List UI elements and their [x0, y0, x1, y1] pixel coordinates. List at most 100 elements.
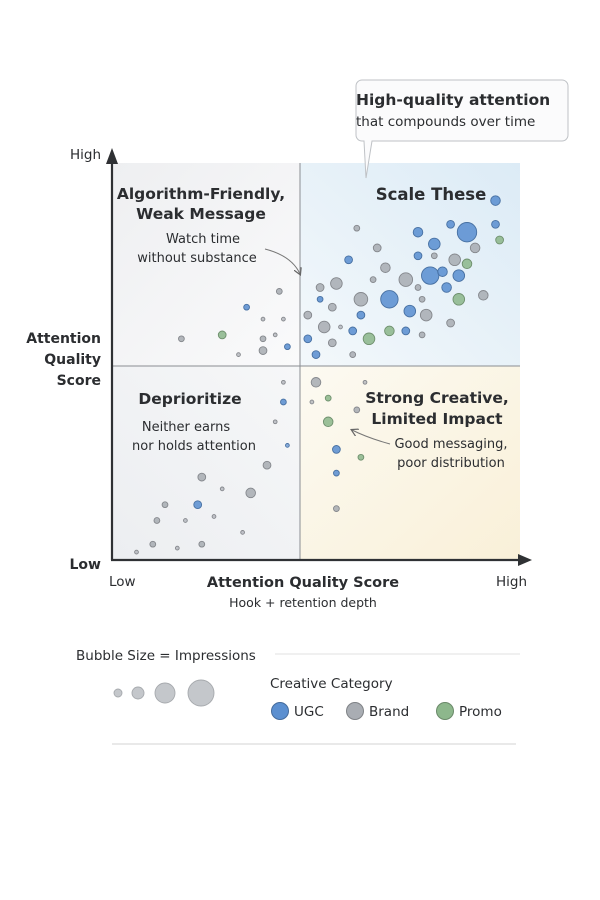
- bubble-brand: [272, 332, 278, 338]
- bubble-brand: [327, 338, 337, 348]
- legend-label-ugc: UGC: [294, 704, 324, 720]
- bubble-ugc: [401, 326, 411, 336]
- legend-size-title: Bubble Size = Impressions: [76, 648, 256, 664]
- bubble-promo: [495, 235, 504, 245]
- legend-swatch-promo: [436, 702, 454, 720]
- y-axis-arrowhead: [106, 148, 118, 164]
- bubble-ugc: [491, 219, 500, 229]
- bubble-brand: [281, 316, 286, 322]
- legend: Bubble Size = Impressions Creative Categ…: [76, 648, 520, 745]
- bubble-brand: [369, 276, 377, 283]
- bubble-brand: [353, 406, 361, 414]
- bubble-ugc: [344, 255, 353, 265]
- bubble-brand: [317, 320, 331, 334]
- bubble-brand: [272, 419, 278, 425]
- bubble-promo: [324, 394, 332, 402]
- bubble-brand: [183, 518, 188, 523]
- bubble-ugc: [193, 500, 203, 510]
- bubble-ugc: [428, 237, 441, 251]
- bubble-brand: [161, 501, 169, 509]
- bubble-brand: [197, 472, 207, 482]
- quadrant-top-right-bg: [300, 163, 520, 366]
- annotation-arrow-bottom-right: [352, 430, 391, 445]
- legend-size-bubble: [154, 682, 176, 704]
- quadrant-top-left-title-1: Algorithm-Friendly,: [117, 185, 285, 203]
- bubble-brand: [303, 310, 313, 320]
- bubble-brand: [418, 295, 426, 303]
- bubble-ugc: [285, 443, 290, 448]
- quadrant-top-left-subtitle-2: without substance: [137, 251, 257, 266]
- bubble-ugc: [441, 282, 452, 293]
- y-axis-label-2: Quality: [44, 352, 101, 368]
- bubble-ugc: [380, 290, 399, 309]
- bubble-promo: [452, 293, 466, 306]
- bubble-brand: [258, 346, 268, 355]
- bubble-ugc: [452, 269, 466, 282]
- x-tick-high: High: [496, 574, 527, 590]
- quadrant-bottom-left-subtitle-2: nor holds attention: [132, 439, 256, 454]
- callout: High-quality attention that compounds ov…: [355, 79, 569, 179]
- bubble-brand: [262, 460, 272, 470]
- quadrant-bottom-left-subtitle-1: Neither earns: [142, 420, 230, 435]
- bubble-ugc: [413, 251, 423, 261]
- quadrant-bottom-left-title: Deprioritize: [138, 390, 241, 408]
- bubble-brand: [315, 283, 325, 292]
- bubble-brand: [309, 399, 315, 405]
- bubble-brand: [178, 335, 185, 343]
- bubble-ugc: [284, 343, 291, 351]
- quadrant-bottom-right-title-2: Limited Impact: [371, 410, 503, 428]
- bubble-ugc: [421, 266, 440, 285]
- legend-item-ugc: UGC: [271, 702, 324, 720]
- bubble-brand: [281, 379, 286, 385]
- quadrant-bottom-right-bg: [300, 366, 520, 560]
- bubble-brand: [260, 316, 266, 322]
- x-axis-sublabel: Hook + retention depth: [229, 595, 377, 610]
- bubble-ugc: [243, 303, 250, 311]
- bubble-brand: [149, 540, 157, 548]
- bubble-ugc: [303, 334, 313, 344]
- bubble-promo: [461, 258, 473, 270]
- quadrant-top-right-title: Scale These: [376, 185, 487, 204]
- legend-item-promo: Promo: [436, 702, 502, 720]
- legend-label-brand: Brand: [369, 704, 409, 720]
- bubble-brand: [174, 545, 180, 551]
- legend-size-bubbles: [113, 679, 215, 707]
- callout-title: High-quality attention: [356, 91, 550, 109]
- y-tick-low: Low: [70, 557, 102, 573]
- bubble-brand: [275, 288, 283, 295]
- bubble-ugc: [356, 310, 366, 320]
- quadrant-bottom-right-title-1: Strong Creative,: [365, 389, 509, 407]
- quadrant-bottom-right-subtitle-2: poor distribution: [397, 456, 505, 471]
- bubble-promo: [357, 453, 365, 461]
- y-tick-high: High: [70, 147, 101, 163]
- bubble-brand: [310, 377, 322, 388]
- bubble-ugc: [333, 469, 340, 477]
- bubble-ugc: [456, 222, 478, 243]
- legend-categories: UGC Brand Promo: [271, 702, 502, 720]
- x-axis-arrowhead: [518, 554, 532, 566]
- x-tick-low: Low: [109, 574, 136, 590]
- bubble-brand: [198, 540, 206, 548]
- bubble-brand: [353, 292, 369, 307]
- y-axis-label-3: Score: [57, 373, 101, 389]
- bubble-brand: [380, 262, 391, 273]
- legend-swatch-brand: [346, 702, 364, 720]
- legend-label-promo: Promo: [459, 704, 502, 720]
- legend-swatch-ugc: [271, 702, 289, 720]
- bubble-brand: [362, 379, 368, 385]
- quadrant-top-left-title-2: Weak Message: [136, 205, 266, 223]
- bubble-brand: [448, 253, 461, 267]
- x-axis-label: Attention Quality Score: [207, 575, 399, 591]
- bubble-brand: [418, 331, 426, 339]
- bubble-brand: [134, 549, 139, 555]
- legend-item-brand: Brand: [346, 702, 409, 720]
- bubble-brand: [353, 224, 361, 232]
- bubble-ugc: [311, 350, 321, 359]
- bubble-brand: [245, 487, 256, 499]
- bubble-brand: [211, 514, 217, 519]
- quadrant-bottom-right-subtitle-1: Good messaging,: [394, 437, 507, 452]
- bubble-brand: [430, 252, 438, 260]
- bubble-promo: [322, 416, 334, 428]
- bubble-brand: [333, 505, 340, 512]
- legend-category-title: Creative Category: [270, 676, 393, 692]
